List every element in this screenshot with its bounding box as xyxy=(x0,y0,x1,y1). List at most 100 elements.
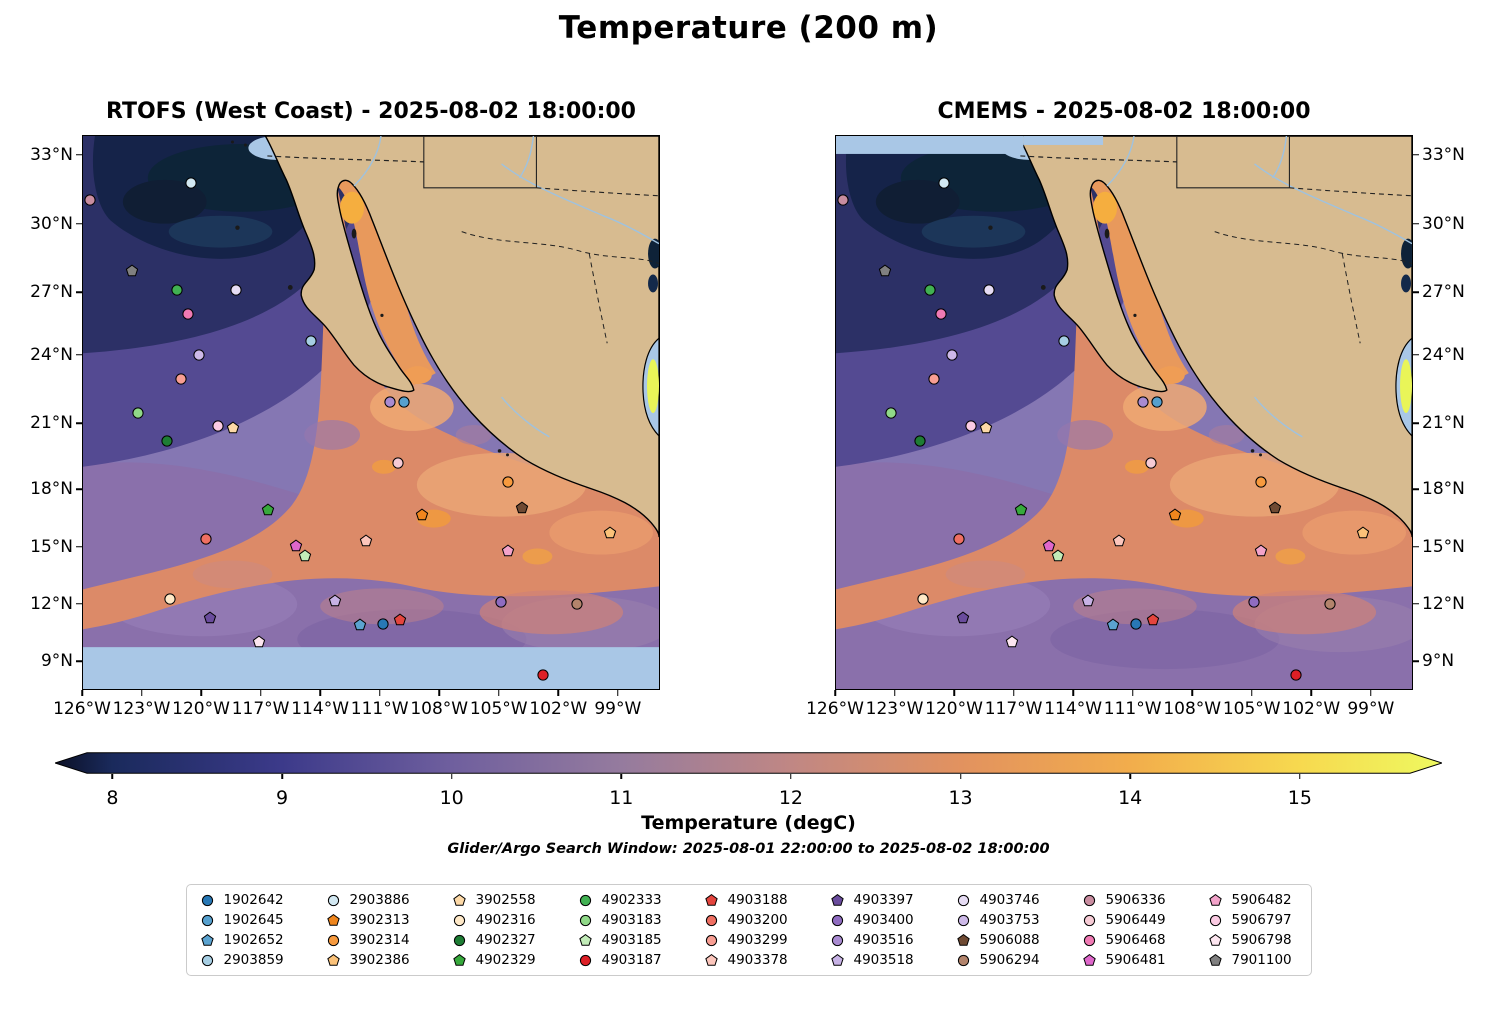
x-tick-mark xyxy=(259,690,262,696)
float-3902313 xyxy=(1168,508,1181,522)
circle-marker-4903400 xyxy=(494,596,507,608)
legend-label-5906468: 5906468 xyxy=(1105,932,1166,948)
x-tick-mark xyxy=(1012,690,1015,696)
pentagon-marker-4903188 xyxy=(393,613,406,626)
panel-cmems: CMEMS - 2025-08-02 18:00:00 126°W 123°W 12… xyxy=(806,99,1465,719)
legend-label-3902558: 3902558 xyxy=(475,892,536,908)
legend-item-4903185: 4903185 xyxy=(578,932,667,948)
y-tick-mark xyxy=(76,488,82,490)
circle-marker-4903400 xyxy=(831,914,843,926)
legend-label-5906482: 5906482 xyxy=(1231,892,1292,908)
float-7901100 xyxy=(125,264,139,278)
pentagon-marker-3902558 xyxy=(980,421,993,434)
circle-marker-4902316 xyxy=(917,593,929,606)
float-4902327 xyxy=(913,434,926,447)
legend-item-4903200: 4903200 xyxy=(705,912,793,928)
legend-label-4902329: 4902329 xyxy=(475,952,536,968)
x-tick-label-99°W: 99°W xyxy=(594,699,642,719)
legend-item-5906482: 5906482 xyxy=(1208,892,1297,908)
float-4902316 xyxy=(163,593,176,606)
pentagon-marker-3902558 xyxy=(452,893,466,906)
legend-item-5906797: 5906797 xyxy=(1209,912,1297,928)
circle-marker-4902327 xyxy=(160,435,173,447)
circle-marker-5906449 xyxy=(392,457,404,469)
x-tick-label-99°W: 99°W xyxy=(1347,699,1395,719)
y-tick-label-9°N: 9°N xyxy=(1422,651,1455,672)
legend-item-4903188: 4903188 xyxy=(704,892,793,908)
x-tick-label-102°W: 102°W xyxy=(1282,699,1341,719)
circle-marker-1902645 xyxy=(201,914,213,926)
legend-label-2903859: 2903859 xyxy=(223,952,284,968)
float-4903378 xyxy=(1112,534,1125,548)
y-tick-mark xyxy=(76,603,82,605)
pentagon-marker-3902386 xyxy=(603,525,617,538)
circle-marker-4902333 xyxy=(924,284,937,296)
float-4902329 xyxy=(262,503,275,516)
pentagon-marker-4903397 xyxy=(203,611,216,624)
circle-marker-4903753 xyxy=(193,349,205,361)
legend-label-5906481: 5906481 xyxy=(1105,952,1166,968)
map-frame-cmems xyxy=(835,135,1413,690)
float-3902386 xyxy=(1356,525,1370,539)
x-tick-mark xyxy=(140,690,143,696)
legend-label-4903746: 4903746 xyxy=(979,892,1040,908)
x-tick-mark xyxy=(81,690,83,696)
colorbar-tick-mark-10 xyxy=(450,774,453,779)
float-5906797 xyxy=(965,419,978,432)
x-axis-labels: 126°W 123°W 120°W 117°W 114°W 111°W 108°W 105°W… xyxy=(806,699,1413,723)
x-tick-mark xyxy=(200,690,202,696)
y-tick-label-18°N: 18°N xyxy=(1422,479,1465,500)
float-markers-cmems xyxy=(836,136,1412,689)
no-data-band-north xyxy=(836,136,1024,154)
float-4903187 xyxy=(536,669,549,682)
legend-item-1902645: 1902645 xyxy=(201,912,289,928)
x-tick-label-114°W: 114°W xyxy=(1044,699,1103,719)
float-4903183 xyxy=(131,407,144,420)
colorbar-tick-mark-15 xyxy=(1299,774,1301,779)
circle-marker-4903183 xyxy=(885,407,897,419)
legend-item-1902642: 1902642 xyxy=(201,892,289,908)
float-5906468 xyxy=(182,307,195,320)
pentagon-marker-1902652 xyxy=(1106,618,1120,631)
x-tick-mark xyxy=(1310,690,1313,696)
circle-marker-1902642 xyxy=(201,894,213,906)
legend-label-4903187: 4903187 xyxy=(601,952,662,968)
legend-label-5906336: 5906336 xyxy=(1105,892,1166,908)
pentagon-marker-4903185 xyxy=(299,549,312,562)
legend-label-5906088: 5906088 xyxy=(979,932,1040,948)
float-4902316 xyxy=(916,593,929,606)
colorbar: 8 9 10 11 12 13 14 15 Temperature (degC) Glider… xyxy=(53,752,1444,857)
circle-marker-5906468 xyxy=(935,307,948,320)
pentagon-marker-5906798 xyxy=(1208,933,1222,946)
pentagon-marker-5906481 xyxy=(1042,539,1056,552)
legend-item-3902313: 3902313 xyxy=(326,912,415,928)
legend-label-4902333: 4902333 xyxy=(601,892,662,908)
circle-marker-4903187 xyxy=(537,669,549,681)
legend-label-5906797: 5906797 xyxy=(1231,912,1292,928)
y-tick-label-9°N: 9°N xyxy=(40,651,73,672)
float-4903753 xyxy=(192,348,205,361)
float-markers-rtofs xyxy=(83,136,659,689)
float-4903200 xyxy=(199,532,212,545)
pentagon-marker-3902313 xyxy=(1168,508,1181,521)
legend-label-4903185: 4903185 xyxy=(601,932,662,948)
circle-marker-2903886 xyxy=(185,177,197,189)
y-axis-labels: 33°N 30°N 27°N 24°N 21°N 18°N 15°N 12°N 9°N xyxy=(1422,135,1482,690)
circle-marker-5906449 xyxy=(1145,457,1157,469)
float-1902645 xyxy=(397,395,410,408)
pentagon-marker-5906481 xyxy=(1082,953,1096,966)
x-tick-mark xyxy=(438,690,440,696)
pentagon-marker-4902329 xyxy=(262,503,275,516)
circle-marker-4903753 xyxy=(946,349,958,361)
colorbar-tick-12: 12 xyxy=(778,787,804,809)
pentagon-marker-4903518 xyxy=(830,953,844,966)
legend-item-4903378: 4903378 xyxy=(704,952,793,968)
x-tick-label-123°W: 123°W xyxy=(112,699,171,719)
circle-marker-2903859 xyxy=(201,954,213,966)
panel-rtofs: RTOFS (West Coast) - 2025-08-02 18:00:00… xyxy=(30,99,660,719)
y-tick-label-12°N: 12°N xyxy=(30,593,73,614)
y-tick-label-21°N: 21°N xyxy=(1422,413,1465,434)
y-tick-mark xyxy=(76,354,82,356)
circle-marker-5906294 xyxy=(571,598,583,610)
circle-marker-1902642 xyxy=(1130,618,1142,630)
